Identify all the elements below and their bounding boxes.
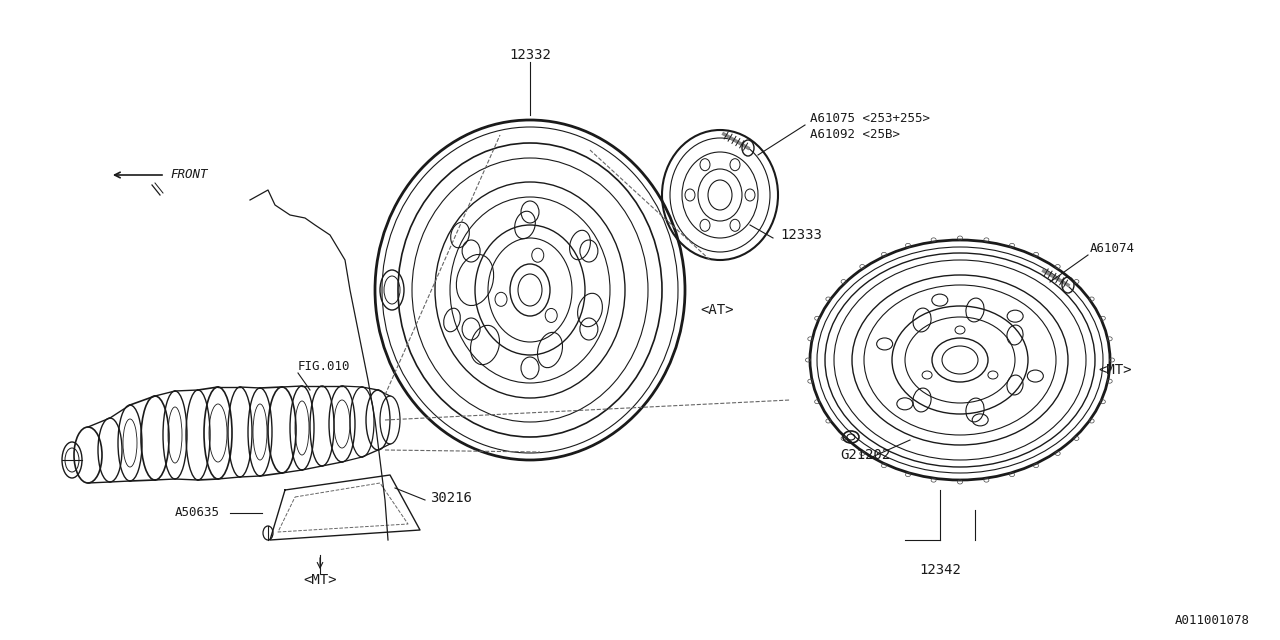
- Text: A61075 <253+255>: A61075 <253+255>: [810, 111, 931, 125]
- Text: A50635: A50635: [175, 506, 220, 520]
- Text: A61092 <25B>: A61092 <25B>: [810, 129, 900, 141]
- Text: 12342: 12342: [919, 563, 961, 577]
- Text: 12333: 12333: [780, 228, 822, 242]
- Text: A61074: A61074: [1091, 241, 1135, 255]
- Text: 12332: 12332: [509, 48, 550, 62]
- Text: FRONT: FRONT: [170, 168, 207, 182]
- Text: FIG.010: FIG.010: [298, 360, 351, 372]
- Text: 30216: 30216: [430, 491, 472, 505]
- Text: <MT>: <MT>: [1098, 363, 1132, 377]
- Text: A011001078: A011001078: [1175, 614, 1251, 627]
- Text: <AT>: <AT>: [700, 303, 733, 317]
- Text: G21202: G21202: [840, 448, 891, 462]
- Text: <MT>: <MT>: [303, 573, 337, 587]
